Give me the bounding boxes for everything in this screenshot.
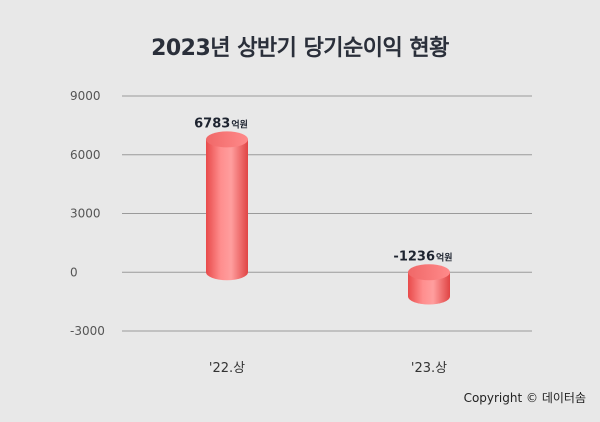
y-tick-label: -3000 [70,324,105,338]
bar-body [206,139,248,281]
x-category-label: '23.상 [411,361,447,376]
bar-top [408,264,450,281]
y-tick-label: 6000 [70,148,101,162]
copyright-text: Copyright © 데이터솜 [463,391,586,405]
data-label: -1236억원 [393,249,452,264]
bar [206,131,248,281]
bar-layer [206,131,450,305]
bar [408,264,450,305]
label-layer: 6783억원 '22.상 -1236억원 '23.상 [194,116,452,376]
chart-title: 2023년 상반기 당기순이익 현황 [151,36,449,61]
y-tick-label: 0 [70,265,78,279]
y-tick-label: 9000 [70,89,101,103]
x-category-label: '22.상 [209,361,245,376]
bar-body [408,272,450,305]
bar-top [206,131,248,148]
grid-layer: 9000 6000 3000 0 -3000 [70,89,532,338]
y-tick-label: 3000 [70,207,101,221]
data-label: 6783억원 [194,116,248,131]
